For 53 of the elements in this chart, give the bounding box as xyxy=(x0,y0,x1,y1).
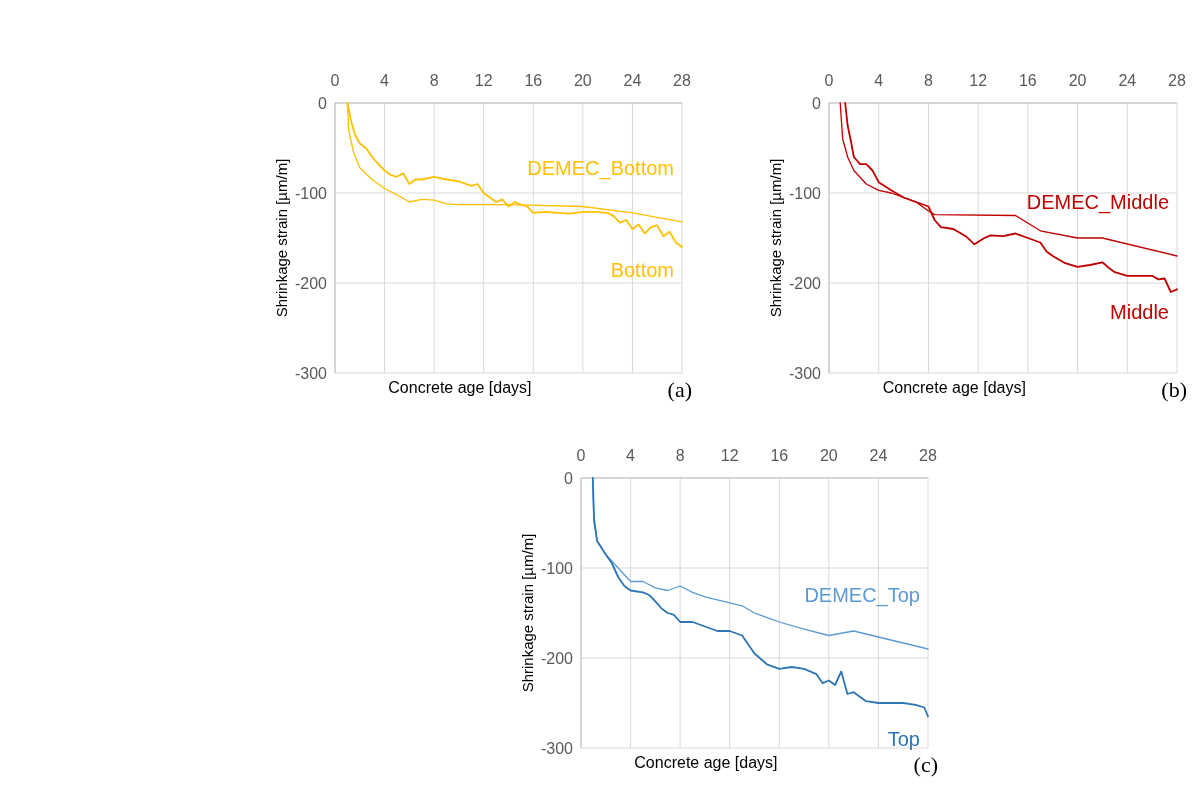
x-tick-label: 16 xyxy=(1018,72,1037,89)
x-tick-label: 20 xyxy=(819,447,838,464)
x-axis-title: Concrete age [days] xyxy=(634,754,778,771)
series-label: Middle xyxy=(1110,300,1169,323)
y-tick-label: -100 xyxy=(540,559,574,577)
x-tick-label: 0 xyxy=(330,72,340,89)
x-tick-label: 0 xyxy=(824,72,834,89)
line-series xyxy=(844,102,1178,293)
x-axis-title: Concrete age [days] xyxy=(388,379,532,396)
y-tick-label: -200 xyxy=(540,649,574,667)
x-tick-label: 4 xyxy=(380,72,390,89)
x-tick-label: 28 xyxy=(673,72,691,89)
series-label: Top xyxy=(887,728,920,750)
y-tick-label: -200 xyxy=(788,274,822,292)
x-tick-label: 4 xyxy=(874,72,884,89)
y-tick-label: -200 xyxy=(294,274,328,292)
y-tick-label: 0 xyxy=(318,94,328,112)
x-tick-label: 8 xyxy=(429,72,439,89)
x-tick-label: 8 xyxy=(923,72,933,89)
x-tick-label: 24 xyxy=(1118,72,1137,89)
y-axis-title: Shrinkage strain [µm/m] xyxy=(767,158,784,318)
x-tick-label: 8 xyxy=(675,447,685,464)
y-tick-label: 0 xyxy=(564,469,574,487)
x-tick-label: 20 xyxy=(1068,72,1087,89)
text: (b) xyxy=(1161,377,1187,402)
y-tick-label: -300 xyxy=(540,739,574,757)
series-label: DEMEC_Top xyxy=(804,584,920,607)
series-label: DEMEC_Bottom xyxy=(527,156,674,180)
y-axis-title: Shrinkage strain [µm/m] xyxy=(273,158,290,318)
series-label: Bottom xyxy=(610,258,674,281)
x-axis-title: Concrete age [days] xyxy=(882,379,1026,396)
x-tick-label: 0 xyxy=(576,447,586,464)
x-tick-label: 28 xyxy=(919,447,937,464)
y-tick-label: 0 xyxy=(812,94,822,112)
y-tick-label: -300 xyxy=(294,364,328,382)
x-tick-label: 20 xyxy=(573,72,592,89)
series-label: DEMEC_Middle xyxy=(1026,191,1169,214)
x-tick-label: 16 xyxy=(770,447,789,464)
y-tick-label: -100 xyxy=(294,184,328,202)
x-tick-label: 24 xyxy=(869,447,888,464)
x-tick-label: 4 xyxy=(626,447,636,464)
x-tick-label: 28 xyxy=(1168,72,1186,89)
y-tick-label: -300 xyxy=(788,364,822,382)
line-series xyxy=(591,477,929,718)
x-tick-label: 12 xyxy=(720,447,739,464)
x-tick-label: 24 xyxy=(623,72,642,89)
text: (a) xyxy=(667,377,692,402)
x-tick-label: 12 xyxy=(969,72,988,89)
x-tick-label: 12 xyxy=(474,72,493,89)
text: (c) xyxy=(913,752,938,777)
y-tick-label: -100 xyxy=(788,184,822,202)
x-tick-label: 16 xyxy=(524,72,543,89)
y-axis-title: Shrinkage strain [µm/m] xyxy=(519,533,536,693)
